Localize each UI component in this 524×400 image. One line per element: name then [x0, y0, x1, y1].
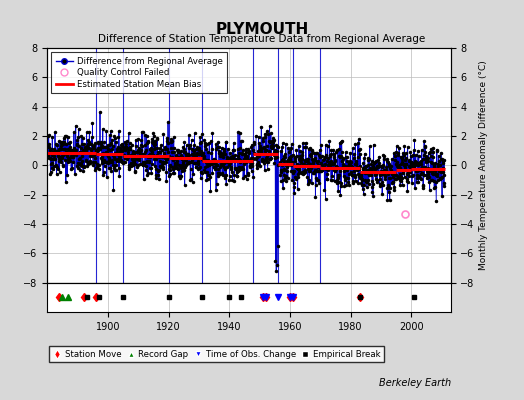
Text: PLYMOUTH: PLYMOUTH — [215, 22, 309, 37]
Legend: Station Move, Record Gap, Time of Obs. Change, Empirical Break: Station Move, Record Gap, Time of Obs. C… — [49, 346, 384, 362]
Y-axis label: Monthly Temperature Anomaly Difference (°C): Monthly Temperature Anomaly Difference (… — [479, 60, 488, 270]
Legend: Difference from Regional Average, Quality Control Failed, Estimated Station Mean: Difference from Regional Average, Qualit… — [51, 52, 227, 93]
Text: Difference of Station Temperature Data from Regional Average: Difference of Station Temperature Data f… — [99, 34, 425, 44]
Text: Berkeley Earth: Berkeley Earth — [378, 378, 451, 388]
